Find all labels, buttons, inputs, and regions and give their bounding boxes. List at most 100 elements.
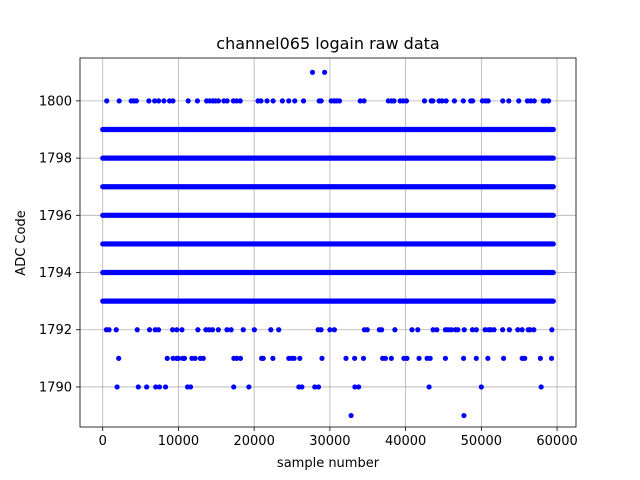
data-point [448,327,454,333]
data-point [348,412,354,419]
data-point [169,327,176,333]
data-point [234,355,240,361]
data-point [352,384,358,390]
data-point [279,98,285,104]
data-point [460,98,466,104]
data-point [434,327,440,333]
data-point [268,327,274,333]
data-point [224,327,230,333]
data-point [364,327,370,333]
data-point [237,98,243,104]
data-point [473,327,479,333]
data-point [391,98,397,104]
data-point [430,98,436,104]
data-point [542,98,548,104]
data-point [246,384,252,390]
data-points [100,69,556,419]
data-point [194,98,201,104]
data-point [224,98,230,104]
data-point [146,98,152,104]
data-point [361,98,367,104]
data-point [516,98,522,104]
data-point [152,98,158,104]
data-point [500,355,507,361]
data-point [153,384,159,390]
data-point [478,384,484,390]
data-point [451,98,458,104]
y-tick-label: 1794 [39,266,72,281]
data-point [500,98,506,104]
data-point [156,384,163,390]
data-point [343,355,349,361]
y-tick-label: 1790 [39,380,72,395]
data-point [228,327,234,333]
data-point [170,98,176,104]
data-point [116,355,122,361]
data-point [113,327,119,333]
data-point [315,384,322,390]
data-point [357,98,363,104]
data-point [506,327,512,333]
data-point [403,98,410,104]
data-point [430,327,436,333]
data-point [427,355,433,361]
x-axis-label: sample number [277,456,380,471]
data-point [155,327,162,333]
data-point [237,355,244,361]
data-point [327,327,333,333]
data-point [469,327,476,333]
data-point [258,98,264,104]
data-point [336,98,343,104]
data-point [299,384,305,390]
data-point [276,327,282,333]
data-point [473,355,479,361]
data-point [260,355,266,361]
data-point [404,355,410,361]
x-axis-ticks: 0 10000 20000 30000 40000 50000 60000 [99,427,578,449]
data-point [135,384,141,390]
data-point [485,355,491,361]
data-point [416,355,422,361]
data-point [319,355,325,361]
data-point [264,98,270,104]
x-tick-label: 40000 [385,434,426,449]
data-point [409,327,415,333]
data-point [545,98,552,104]
data-point [161,98,167,104]
data-point [231,384,237,390]
data-point [185,98,191,104]
data-point [548,355,555,361]
data-point [240,327,246,333]
data-point [192,355,198,361]
data-point [195,327,201,333]
data-point [106,327,112,333]
data-point [519,327,525,333]
data-point [318,98,324,104]
data-point [426,384,432,390]
data-point [455,327,461,333]
data-point [146,327,153,333]
data-point [392,327,398,333]
data-point [439,98,445,104]
data-point [331,327,338,333]
data-point [164,355,170,361]
data-point [527,327,533,333]
data-point [292,98,298,104]
data-point [549,327,555,333]
data-point [500,327,506,333]
data-point [491,327,497,333]
x-tick-label: 60000 [536,434,577,449]
data-point [291,355,297,361]
data-point [506,98,512,104]
x-tick-label: 30000 [309,434,350,449]
data-point [209,327,216,333]
data-point [170,355,176,361]
data-point [318,327,324,333]
data-point [156,98,162,104]
data-point [443,98,449,104]
x-tick-label: 0 [99,434,107,449]
data-point [114,384,120,390]
data-point [379,327,385,333]
data-point [174,327,180,333]
